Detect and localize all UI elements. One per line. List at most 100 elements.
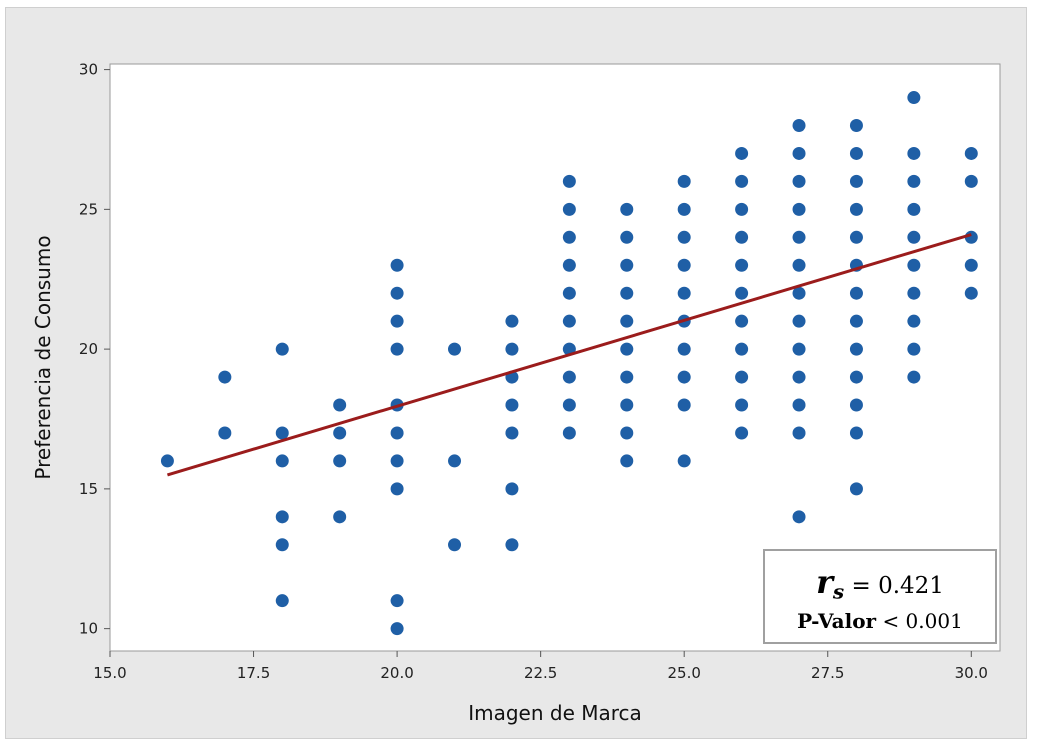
data-point [275,426,289,440]
data-point [505,342,519,356]
data-point [218,370,232,384]
data-point [849,398,863,412]
data-point [562,174,576,188]
data-point [620,314,634,328]
x-axis-title: Imagen de Marca [468,701,642,725]
data-point [907,230,921,244]
data-point [160,454,174,468]
fit-line [166,233,972,477]
data-point [620,286,634,300]
y-tick-label: 30 [79,61,98,79]
data-point [735,314,749,328]
x-axis: 15.0 17.5 20.0 22.5 25.0 27.5 30.0 [93,651,988,682]
data-point [333,454,347,468]
data-point [562,230,576,244]
data-point [792,510,806,524]
p-value-label: P-Valor [797,609,877,633]
data-point [907,91,921,105]
data-point [390,314,404,328]
data-point [792,202,806,216]
data-point [849,118,863,132]
data-point [390,482,404,496]
data-point [390,594,404,608]
data-point [849,370,863,384]
scatter-chart: 15.0 17.5 20.0 22.5 25.0 27.5 30.0 1015202530 … [31,61,1001,725]
data-point [275,538,289,552]
data-point [505,314,519,328]
data-point [505,426,519,440]
data-point [677,174,691,188]
data-point [677,342,691,356]
data-point [907,174,921,188]
data-point [735,202,749,216]
data-point [677,202,691,216]
data-point [792,370,806,384]
data-point [735,258,749,272]
data-point [907,286,921,300]
data-point [735,174,749,188]
data-point [792,342,806,356]
data-point [562,426,576,440]
data-point [907,342,921,356]
data-point [735,230,749,244]
y-tick-label: 20 [79,340,98,358]
data-point [390,426,404,440]
data-point [964,146,978,160]
data-point [849,426,863,440]
data-point [907,202,921,216]
data-point [562,370,576,384]
data-point [333,398,347,412]
data-point [907,258,921,272]
stats-box: rs = 0.421 P-Valor < 0.001 [763,549,997,644]
p-value: < 0.001 [882,609,963,633]
data-point [448,454,462,468]
data-point [735,342,749,356]
data-point [735,426,749,440]
data-point [849,202,863,216]
data-point [505,482,519,496]
data-point [964,286,978,300]
data-point [448,342,462,356]
data-point [562,286,576,300]
data-point [792,398,806,412]
x-tick-label: 22.5 [524,664,557,682]
points-layer [160,91,978,636]
data-point [275,510,289,524]
data-point [677,286,691,300]
data-point [792,174,806,188]
y-axis-title: Preferencia de Consumo [31,235,55,479]
data-point [218,426,232,440]
y-tick-label: 10 [79,620,98,638]
data-point [562,258,576,272]
data-point [562,398,576,412]
data-point [620,342,634,356]
data-point [849,174,863,188]
data-point [735,398,749,412]
data-point [964,258,978,272]
data-point [849,146,863,160]
data-point [677,370,691,384]
data-point [735,286,749,300]
x-tick-label: 25.0 [667,664,700,682]
x-tick-label: 15.0 [93,664,126,682]
x-tick-label: 30.0 [955,664,988,682]
data-point [275,454,289,468]
data-point [333,426,347,440]
x-tick-label: 27.5 [811,664,844,682]
data-point [390,286,404,300]
data-point [448,538,462,552]
data-point [620,370,634,384]
data-point [677,258,691,272]
data-point [390,454,404,468]
data-point [907,146,921,160]
data-point [964,174,978,188]
data-point [390,622,404,636]
data-point [849,482,863,496]
x-tick-label: 17.5 [237,664,270,682]
data-point [849,314,863,328]
data-point [333,510,347,524]
data-point [792,230,806,244]
data-point [677,454,691,468]
data-point [677,230,691,244]
data-point [792,286,806,300]
